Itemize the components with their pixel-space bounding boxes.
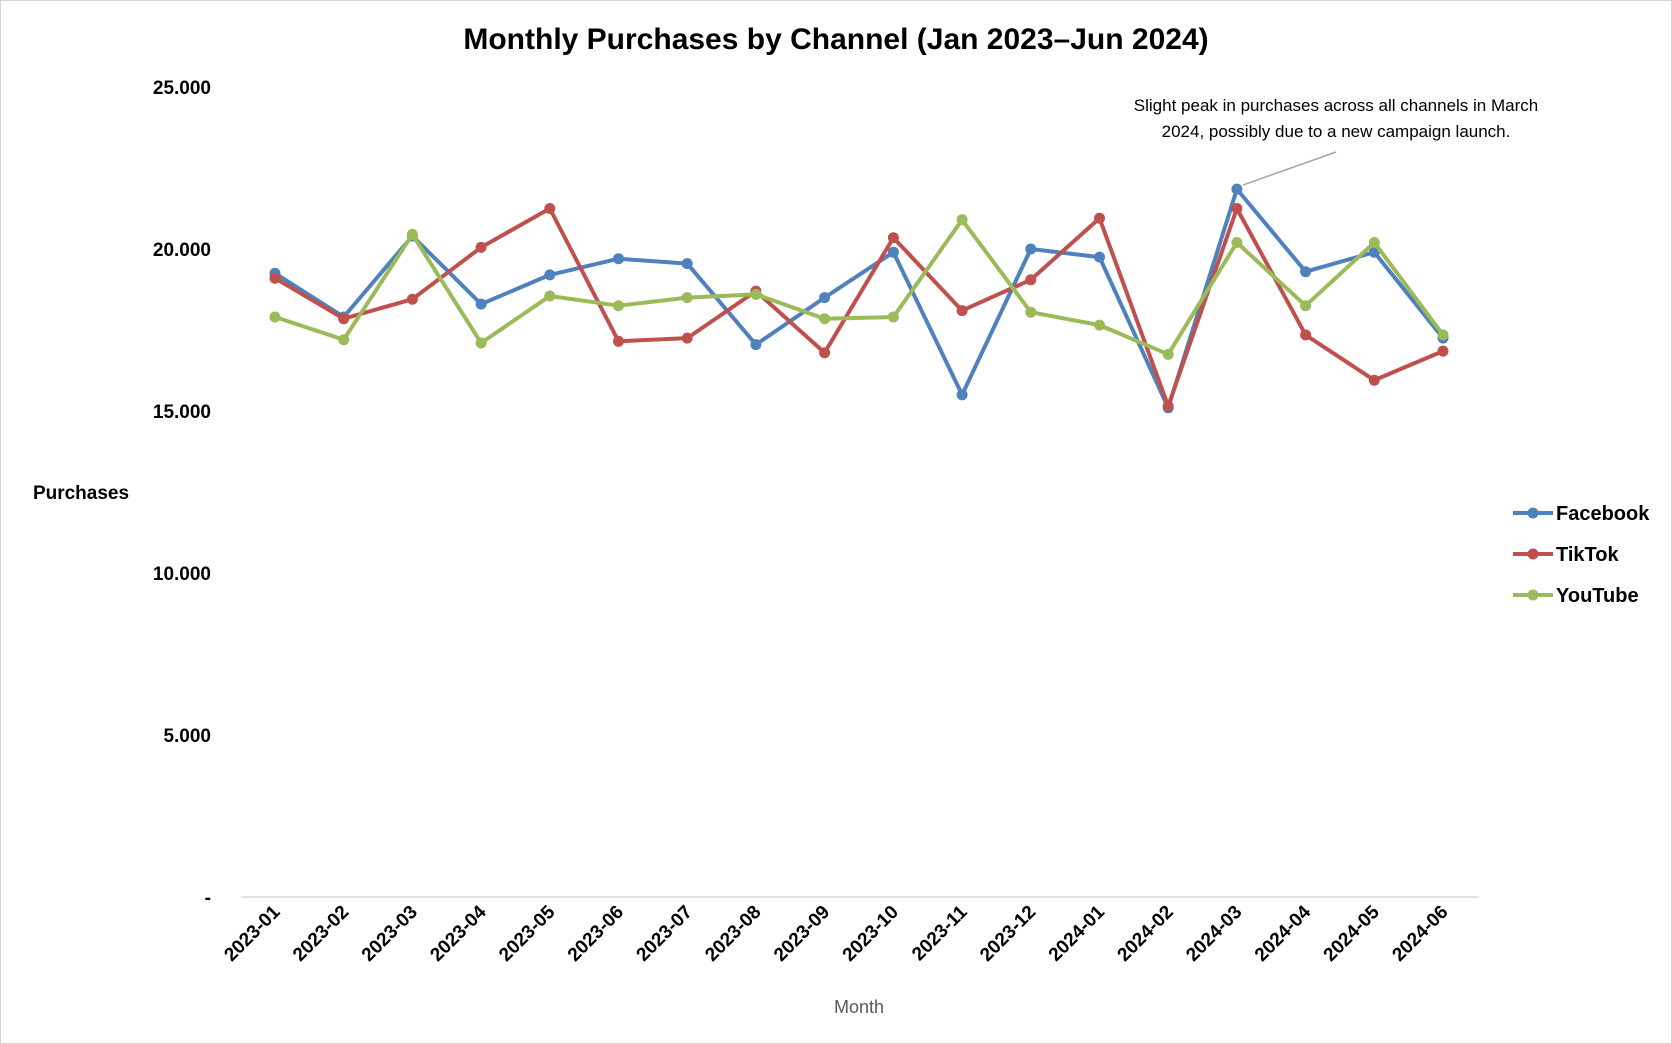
y-tick-label: 15.000 xyxy=(153,402,211,423)
data-point xyxy=(819,313,831,325)
legend-item-youtube: YouTube xyxy=(1513,585,1639,607)
chart-title: Monthly Purchases by Channel (Jan 2023–J… xyxy=(463,23,1208,56)
data-point xyxy=(956,389,968,401)
y-tick-label: 10.000 xyxy=(153,564,211,585)
series-tiktok xyxy=(269,203,1449,412)
x-tick-label: 2024-02 xyxy=(1114,902,1178,966)
legend-swatch-marker xyxy=(1527,589,1539,601)
annotation-text: 2024, possibly due to a new campaign lau… xyxy=(1162,122,1511,141)
x-tick-label: 2023-05 xyxy=(495,901,559,965)
data-point xyxy=(1094,251,1105,263)
data-point xyxy=(613,300,624,312)
data-point xyxy=(956,214,968,226)
data-point xyxy=(1025,243,1037,255)
data-point xyxy=(1231,237,1243,248)
data-point xyxy=(1437,345,1449,357)
legend-swatch-marker xyxy=(1527,548,1539,560)
data-point xyxy=(269,272,281,284)
data-point xyxy=(887,232,899,244)
x-axis: 2023-01 2023-02 2023-03 2023-04 2023-05 2023-… xyxy=(220,901,1452,965)
data-point xyxy=(1368,237,1380,248)
data-point xyxy=(406,293,418,305)
annotation-leader-line xyxy=(1242,151,1337,186)
x-tick-label: 2023-06 xyxy=(564,902,628,966)
y-axis-label: Purchases xyxy=(33,483,129,504)
y-tick-label: 20.000 xyxy=(153,240,211,261)
legend-item-tiktok: TikTok xyxy=(1513,544,1619,566)
series-line-facebook xyxy=(273,187,1445,410)
data-point xyxy=(1025,274,1037,286)
data-point xyxy=(887,246,899,258)
data-point xyxy=(338,334,350,346)
data-point xyxy=(613,335,624,347)
legend-label: Facebook xyxy=(1556,503,1650,525)
data-point xyxy=(750,288,762,300)
data-point xyxy=(956,305,968,317)
data-point xyxy=(681,332,693,344)
data-point xyxy=(338,313,350,325)
series-line-tiktok xyxy=(273,206,1445,409)
data-point xyxy=(681,258,693,270)
x-tick-label: 2024-04 xyxy=(1251,901,1315,965)
data-point xyxy=(475,241,487,253)
y-tick-label: - xyxy=(205,888,211,909)
data-point xyxy=(1300,300,1312,312)
series-line-youtube xyxy=(273,217,1445,357)
x-tick-label: 2023-07 xyxy=(633,902,697,966)
data-point xyxy=(819,292,831,304)
x-axis-label: Month xyxy=(834,997,884,1017)
data-point xyxy=(613,253,624,265)
legend-label: YouTube xyxy=(1556,585,1639,607)
data-point xyxy=(819,347,831,359)
x-tick-label: 2023-08 xyxy=(701,902,765,966)
data-point xyxy=(475,298,487,310)
data-point xyxy=(887,311,899,323)
x-tick-label: 2023-12 xyxy=(976,902,1040,966)
y-tick-label: 25.000 xyxy=(153,78,211,99)
x-tick-label: 2023-10 xyxy=(839,902,903,966)
data-point xyxy=(1162,348,1174,360)
x-tick-label: 2024-03 xyxy=(1182,902,1246,966)
data-point xyxy=(1300,329,1312,341)
data-point xyxy=(1300,266,1312,278)
plot-area xyxy=(269,183,1449,414)
y-tick-label: 5.000 xyxy=(163,726,211,747)
data-point xyxy=(1025,306,1037,318)
data-point xyxy=(750,339,762,351)
x-tick-label: 2023-01 xyxy=(220,901,284,965)
data-point xyxy=(1368,374,1380,386)
annotation-text: Slight peak in purchases across all chan… xyxy=(1134,96,1538,115)
annotation: Slight peak in purchases across all chan… xyxy=(1134,96,1538,186)
data-point xyxy=(1162,400,1174,412)
data-point xyxy=(544,290,556,302)
data-point xyxy=(269,311,281,323)
data-point xyxy=(1437,329,1449,341)
legend-swatch-marker xyxy=(1527,507,1539,519)
x-tick-label: 2023-04 xyxy=(426,901,490,965)
x-tick-label: 2023-03 xyxy=(358,902,422,966)
x-tick-label: 2024-01 xyxy=(1045,901,1109,965)
data-point xyxy=(544,269,556,281)
data-point xyxy=(1231,183,1243,195)
legend: Facebook TikTok YouTube xyxy=(1513,503,1650,607)
data-point xyxy=(1094,319,1105,331)
x-tick-label: 2023-09 xyxy=(770,902,834,966)
data-point xyxy=(681,292,693,304)
x-tick-label: 2023-02 xyxy=(289,902,353,966)
legend-label: TikTok xyxy=(1556,544,1619,566)
legend-item-facebook: Facebook xyxy=(1513,503,1650,525)
x-tick-label: 2024-06 xyxy=(1388,902,1452,966)
data-point xyxy=(544,203,556,214)
data-point xyxy=(1231,203,1243,214)
data-point xyxy=(1094,212,1105,224)
data-point xyxy=(406,228,418,240)
x-tick-label: 2023-11 xyxy=(908,901,972,965)
series-youtube xyxy=(269,214,1449,360)
data-point xyxy=(475,337,487,349)
x-tick-label: 2024-05 xyxy=(1320,901,1384,965)
y-axis: - 5.000 10.000 15.000 20.000 25.000 xyxy=(153,78,211,909)
